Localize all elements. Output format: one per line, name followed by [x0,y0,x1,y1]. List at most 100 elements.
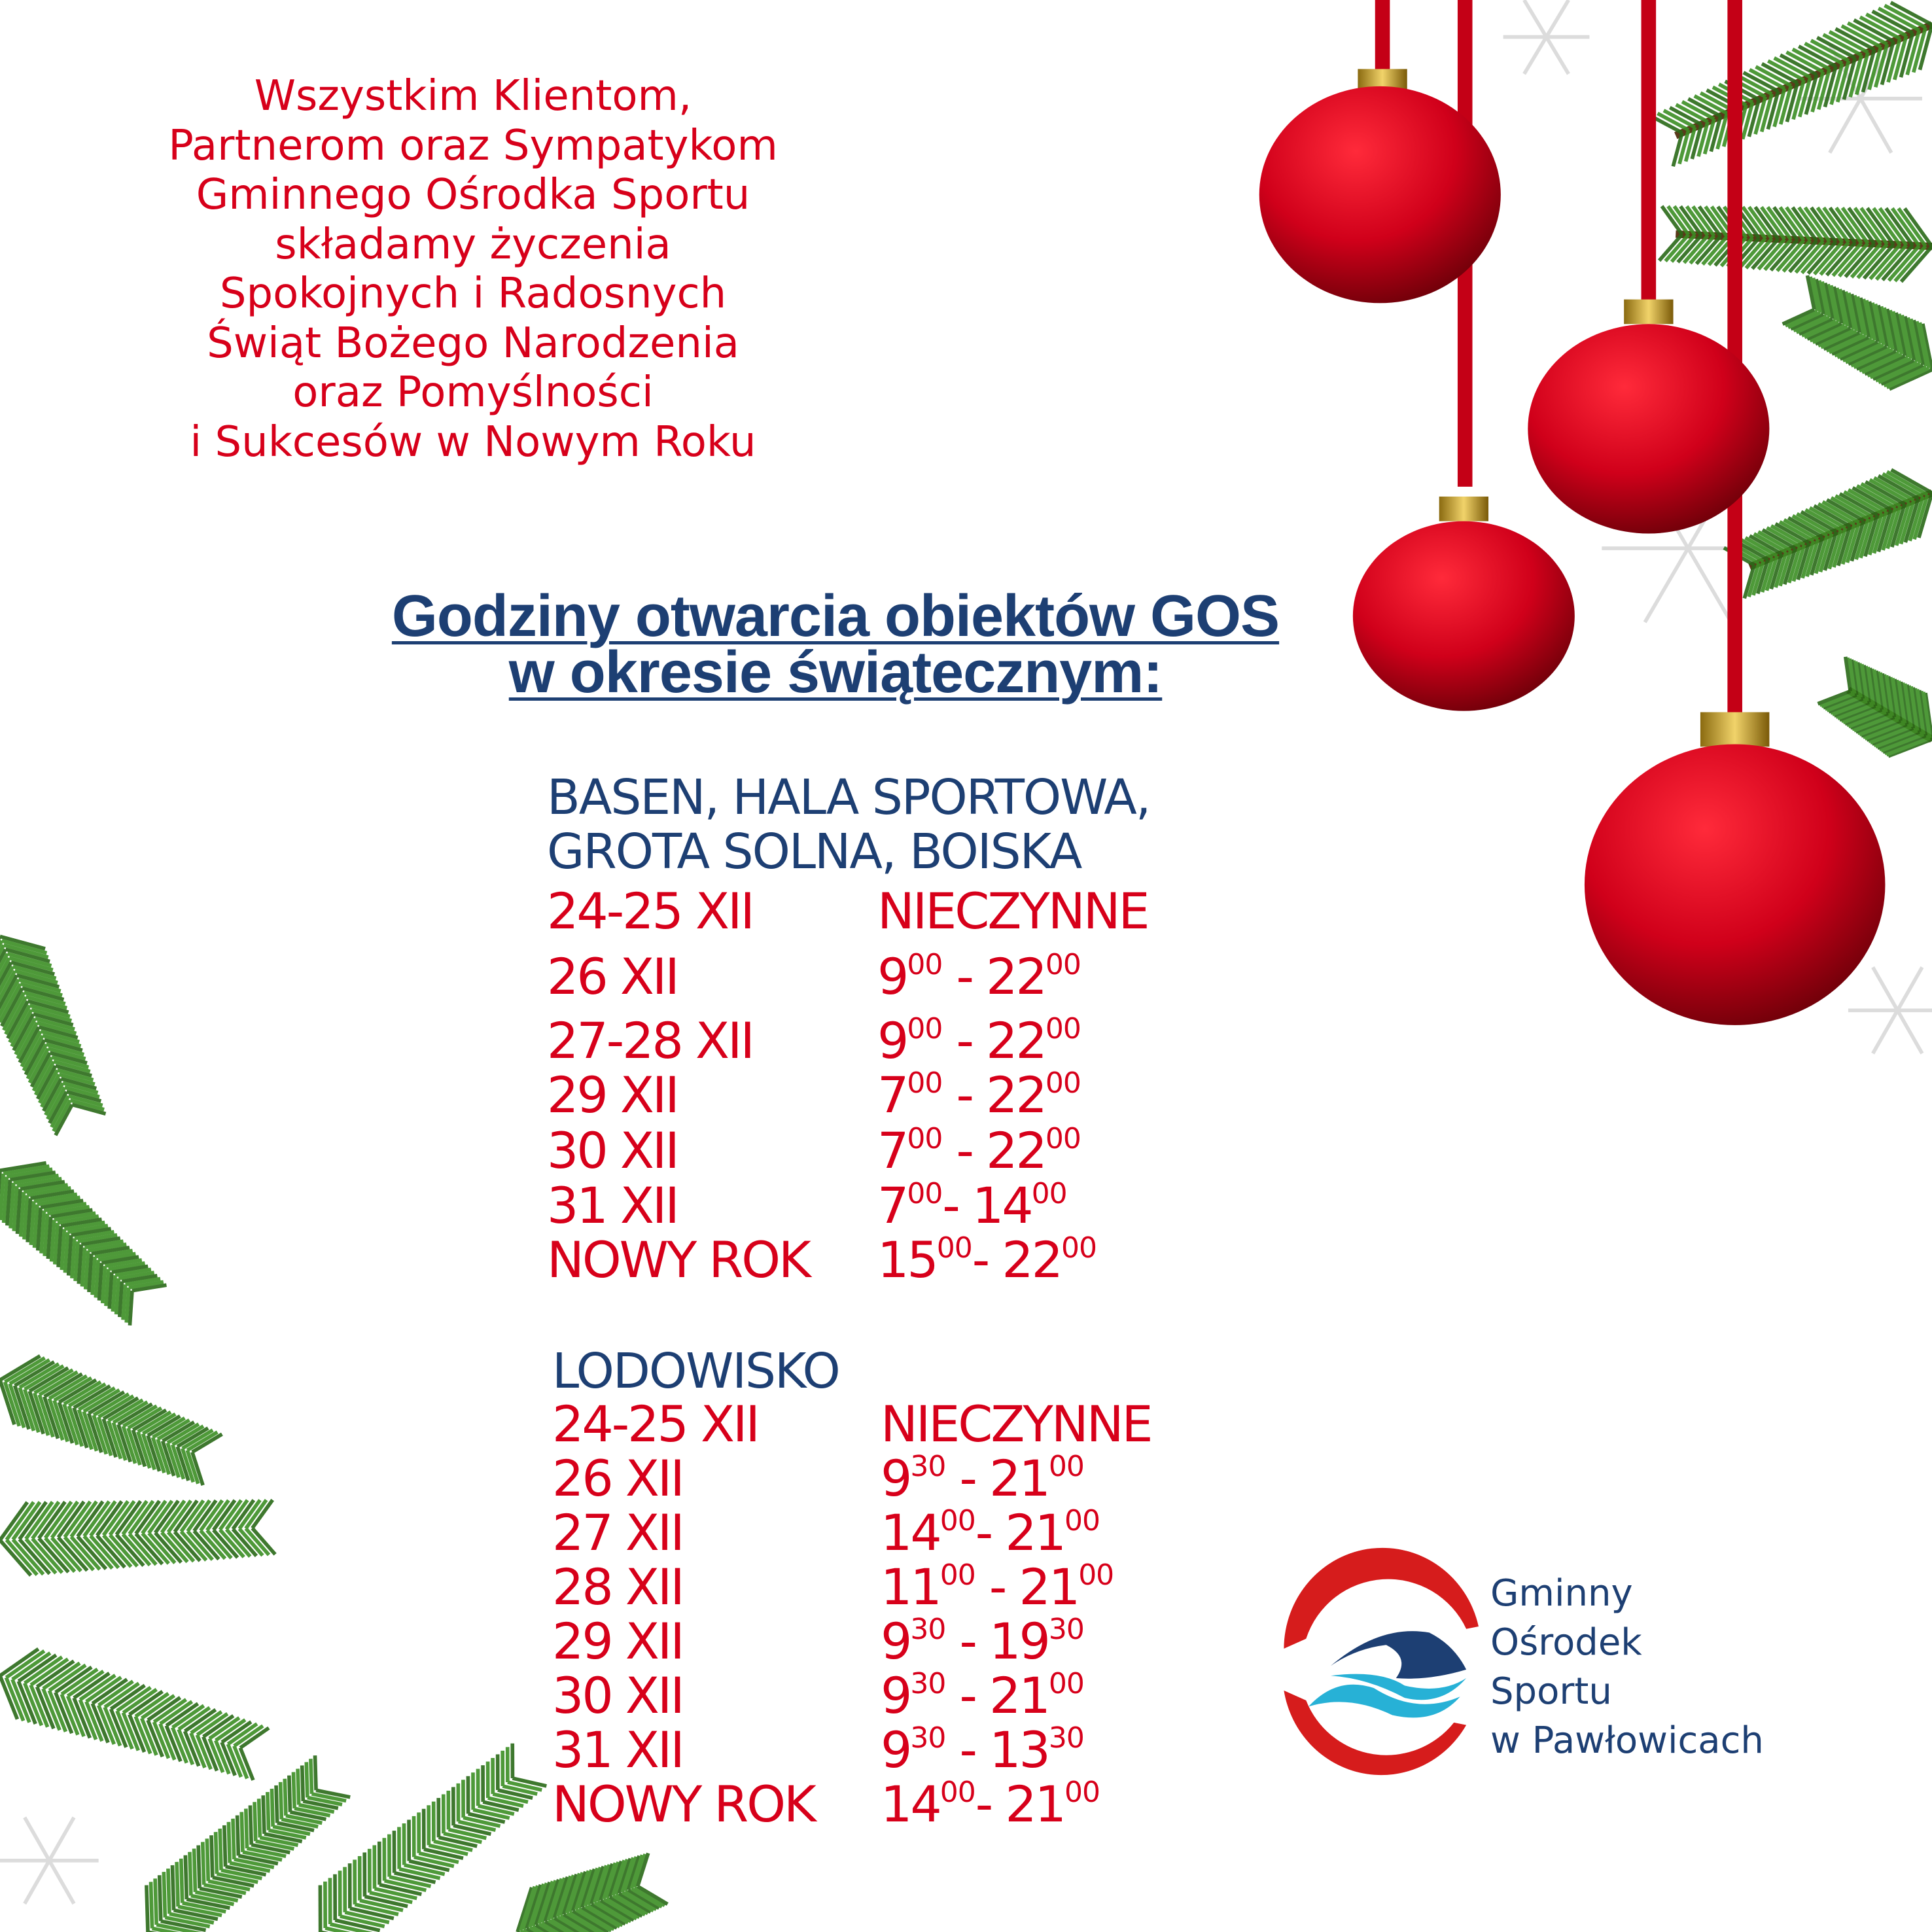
pine-needle [1740,538,1774,559]
pine-needle [1742,564,1756,599]
pine-needle [71,1227,112,1237]
pine-needle [218,1828,223,1871]
pine-needle [220,1868,262,1880]
pine-needle [325,1926,351,1932]
pine-needle [5,1180,12,1226]
pine-needle [115,1710,134,1750]
pine-needle [132,1283,167,1293]
pine-needle [213,1832,219,1874]
pine-needle [1821,500,1860,524]
pine-needle [1912,494,1929,540]
pine-needle [1825,241,1857,277]
pine-needle [1814,535,1829,574]
pine-needle [34,1016,75,1031]
pine-needle [56,1225,63,1268]
pine-needle [1778,206,1806,241]
pine-needle [565,1911,602,1932]
pine-needle [274,1785,279,1823]
pine-needle [574,1870,591,1910]
pine-needle [369,1890,413,1905]
pine-needle [1848,658,1857,694]
pine-needle [289,1810,326,1821]
pine-needle [60,1229,67,1271]
pine-needle [40,1199,84,1210]
pine-needle [1748,67,1786,90]
pine-needle [1747,99,1761,137]
pine-needle [1828,206,1857,244]
pine-needle [114,1533,145,1567]
pine-needle [231,1818,236,1859]
pine-needle [0,1173,5,1220]
pine-needle [1842,57,1857,100]
pine-needle [137,1410,172,1433]
pine-needle [614,1859,629,1895]
pine-needle [1853,294,1865,335]
pine-needle [1873,476,1915,502]
pine-needle [1851,712,1891,731]
pine-needle [278,1782,284,1819]
separator: - [942,1176,972,1235]
pine-needle [605,1861,620,1899]
pine-needle [97,1252,136,1262]
title-line: Godziny otwarcia obiektów GOS [391,584,1280,649]
pine-needle [199,1499,224,1532]
separator: - [972,1231,1002,1289]
pine-needle [17,1653,58,1683]
pine-needle [1662,109,1696,129]
schedule-row: 28 XII 1100 - 2100 [552,1561,1206,1613]
pine-needle [596,1900,632,1923]
pine-needle [1741,205,1767,240]
logo-line: w Pawłowicach [1490,1719,1764,1762]
pine-needle [4,1356,46,1384]
pine-needle [3,943,49,959]
pine-needle [200,1842,206,1885]
logo-line: Ośrodek [1490,1621,1642,1664]
pine-needle [1912,319,1925,366]
pine-needle [192,1530,220,1561]
start-hour: 9 [877,947,909,1006]
pine-needle [5,1501,35,1541]
pine-needle [226,1743,243,1778]
pine-needle [42,1078,63,1112]
pine-needle [1867,46,1883,90]
pine-needle [1885,308,1898,352]
pine-needle [117,1402,153,1426]
pine-needle [219,1528,245,1558]
pine-needle [1880,732,1925,753]
pine-needle [443,1831,482,1844]
pine-needle [186,1897,230,1910]
pine-needle [1753,532,1787,554]
pine-needle [169,1912,215,1925]
pine-needle [1899,681,1909,725]
pine-needle [128,1290,134,1326]
pine-needle [0,974,18,1010]
pine-needle [1899,499,1916,545]
pine-needle [38,1370,79,1397]
end-minute: 00 [1048,1450,1085,1483]
start-minute: 00 [907,1122,943,1155]
pine-needle [507,1780,542,1792]
pine-needle [1751,561,1765,596]
pine-needle [44,1038,83,1053]
title-line: w okresie świątecznym: [508,640,1163,705]
start-hour: 15 [877,1231,939,1289]
pine-needle [48,1663,87,1693]
pine-needle [1676,234,1703,264]
pine-needle [134,1500,161,1535]
pine-needle [154,1500,180,1534]
pine-needle [111,1275,117,1312]
pine-needle [74,1230,114,1240]
closed-label: NIECZYNNE [877,882,1150,940]
pine-needle [307,1795,343,1806]
pine-needle [145,1885,150,1932]
pine-needle [31,1056,54,1092]
pine-needle [25,994,67,1010]
pine-needle [235,1815,241,1856]
pine-needle [1822,693,1857,710]
pine-needle [10,1678,31,1723]
pine-needle [1860,663,1869,701]
pine-needle [287,1775,292,1812]
pine-needle [5,947,50,964]
pine-needle [1823,282,1835,319]
row-hours: 930 - 1930 [881,1615,1085,1668]
